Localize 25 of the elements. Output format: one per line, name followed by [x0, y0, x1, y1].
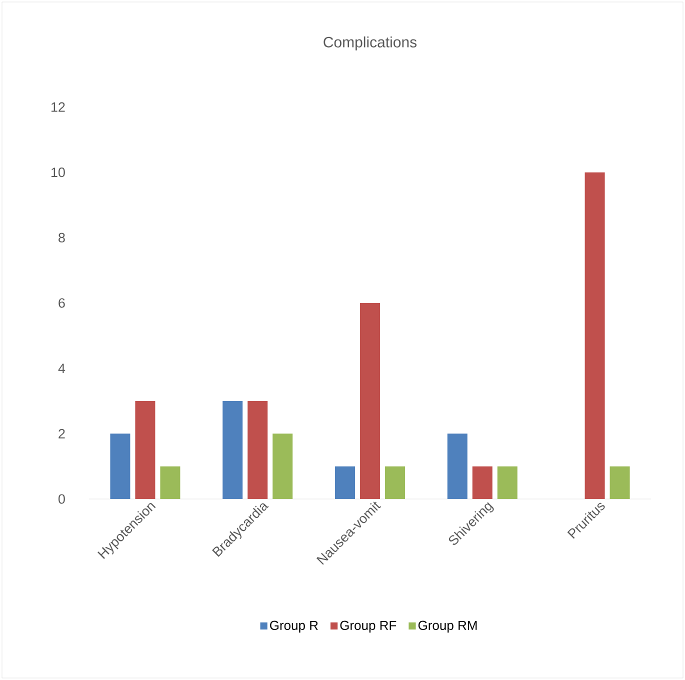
- bar: [110, 434, 130, 499]
- y-tick-label: 2: [58, 428, 65, 438]
- bar: [335, 466, 355, 499]
- legend-label: Group R: [270, 620, 318, 633]
- legend-label: Group RF: [340, 620, 396, 633]
- bar: [272, 434, 293, 499]
- chart-title: Complications: [324, 36, 417, 50]
- bar: [447, 434, 468, 499]
- y-tick-label: 4: [58, 364, 66, 373]
- bar: [248, 401, 268, 499]
- bar: [135, 401, 156, 499]
- y-tick-label: 8: [58, 232, 65, 242]
- y-tick-label: 10: [51, 168, 65, 178]
- bar: [497, 466, 518, 499]
- bar: [584, 172, 605, 499]
- bar: [360, 302, 380, 499]
- y-tick-label: 6: [58, 298, 65, 308]
- bar: [385, 466, 406, 499]
- bar: [222, 401, 243, 499]
- bar: [610, 466, 630, 499]
- bar: [472, 466, 492, 499]
- y-tick-label: 12: [51, 102, 65, 112]
- bar: [160, 466, 180, 499]
- y-tick-label: 0: [58, 494, 65, 504]
- legend-label: Group RM: [418, 620, 477, 633]
